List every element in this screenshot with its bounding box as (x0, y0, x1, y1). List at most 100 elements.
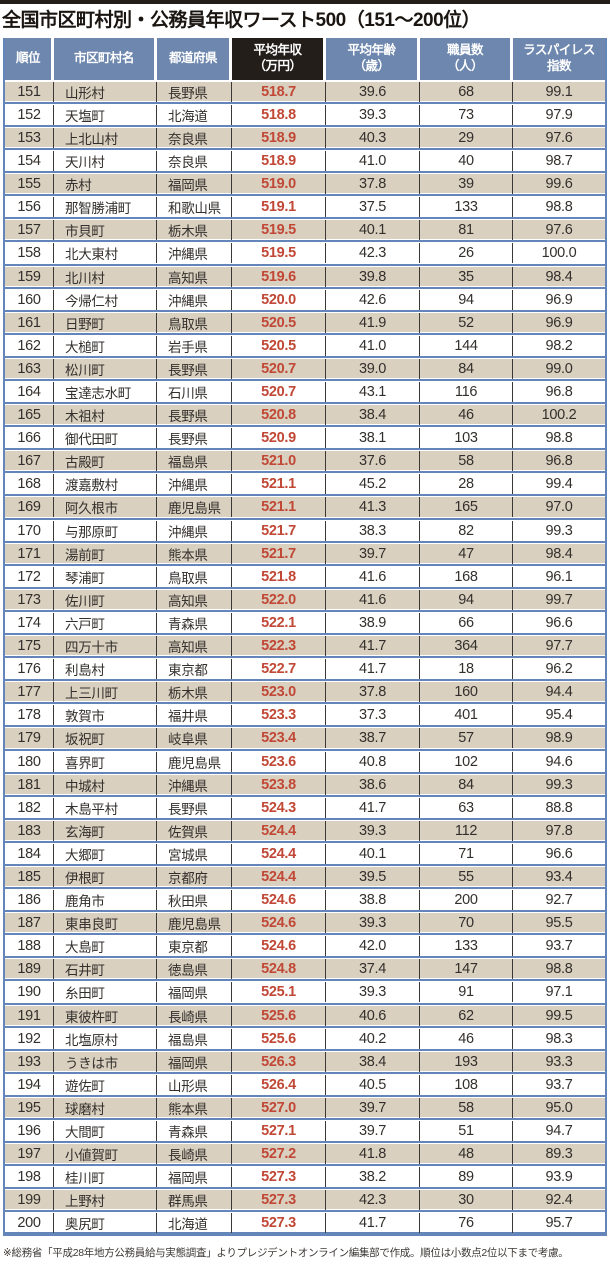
cell-income: 521.1 (232, 474, 326, 495)
cell-pref: 和歌山県 (157, 197, 232, 218)
cell-laspeyres: 89.3 (545, 1146, 573, 1163)
cell-income: 519.1 (232, 197, 326, 218)
row-divider (5, 1117, 605, 1122)
cell-income: 526.3 (232, 1051, 326, 1072)
cell-age: 41.7 (326, 797, 420, 818)
row-divider (5, 401, 605, 406)
cell-staff: 29 (420, 127, 513, 148)
cell-age: 41.0 (326, 335, 420, 356)
cell-laspeyres: 98.8 (545, 430, 573, 447)
row-divider (5, 955, 605, 960)
cell-rank: 178 (5, 705, 54, 726)
cell-age: 39.3 (326, 820, 420, 841)
cell-age: 43.1 (326, 382, 420, 403)
column-header-rank: 順位 (5, 37, 54, 80)
table-row: 167 古殿町 福島県 521.0 37.6 58 96.8 (5, 451, 605, 472)
cell-pref: 鹿児島県 (157, 751, 232, 772)
cell-income: 524.6 (232, 936, 326, 957)
cell-income: 524.6 (232, 913, 326, 934)
row-divider (5, 1047, 605, 1052)
row-divider (5, 724, 605, 729)
cell-laspeyres: 97.8 (545, 822, 573, 839)
row-divider (5, 170, 605, 175)
cell-name: 東彼杵町 (54, 1005, 157, 1026)
cell-pref: 徳島県 (157, 959, 232, 980)
table-row: 188 大島町 東京都 524.6 42.0 133 93.7 (5, 936, 605, 957)
table-row: 172 琴浦町 鳥取県 521.8 41.6 168 96.1 (5, 566, 605, 587)
cell-pref: 秋田県 (157, 890, 232, 911)
cell-laspeyres: 99.4 (545, 476, 573, 493)
cell-laspeyres: 96.9 (545, 314, 573, 331)
cell-rank: 186 (5, 890, 54, 911)
table-row: 173 佐川町 高知県 522.0 41.6 94 99.7 (5, 589, 605, 610)
cell-laspeyres: 93.9 (545, 1169, 573, 1186)
table-row: 174 六戸町 青森県 522.1 38.9 66 96.6 (5, 612, 605, 633)
cell-pref: 福岡県 (157, 174, 232, 195)
cell-staff: 200 (420, 890, 513, 911)
cell-name: 与那原町 (54, 520, 157, 541)
table-row: 175 四万十市 高知県 522.3 41.7 364 97.7 (5, 636, 605, 657)
cell-rank: 199 (5, 1190, 54, 1211)
cell-age: 37.4 (326, 959, 420, 980)
cell-laspeyres: 96.8 (545, 453, 573, 470)
cell-staff: 82 (420, 520, 513, 541)
cell-income: 527.3 (232, 1167, 326, 1188)
row-divider (5, 1093, 605, 1098)
cell-age: 40.5 (326, 1074, 420, 1095)
cell-name: 御代田町 (54, 428, 157, 449)
cell-pref: 鹿児島県 (157, 913, 232, 934)
cell-pref: 青森県 (157, 1121, 232, 1142)
cell-name: 大郷町 (54, 843, 157, 864)
cell-income: 519.6 (232, 266, 326, 287)
row-divider (5, 308, 605, 313)
cell-age: 39.7 (326, 1121, 420, 1142)
cell-rank: 200 (5, 1213, 54, 1234)
cell-pref: 沖縄県 (157, 289, 232, 310)
cell-income: 524.4 (232, 866, 326, 887)
table-row: 169 阿久根市 鹿児島県 521.1 41.3 165 97.0 (5, 497, 605, 518)
cell-income: 519.0 (232, 174, 326, 195)
table-row: 184 大郷町 宮城県 524.4 40.1 71 96.6 (5, 843, 605, 864)
cell-income: 519.5 (232, 243, 326, 264)
row-divider (5, 1070, 605, 1075)
cell-name: 大島町 (54, 936, 157, 957)
cell-rank: 152 (5, 104, 54, 125)
cell-staff: 63 (420, 797, 513, 818)
cell-staff: 102 (420, 751, 513, 772)
cell-income: 518.9 (232, 127, 326, 148)
column-header-prefecture: 都道府県 (157, 37, 232, 80)
table-row: 177 上三川町 栃木県 523.0 37.8 160 94.4 (5, 682, 605, 703)
cell-laspeyres: 98.8 (545, 961, 573, 978)
table-row: 162 大槌町 岩手県 520.5 41.0 144 98.2 (5, 335, 605, 356)
cell-age: 39.7 (326, 543, 420, 564)
cell-name: 松川町 (54, 358, 157, 379)
row-divider (5, 608, 605, 613)
cell-income: 519.5 (232, 220, 326, 241)
table-row: 152 天塩町 北海道 518.8 39.3 73 97.9 (5, 104, 605, 125)
cell-staff: 108 (420, 1074, 513, 1095)
cell-name: 木島平村 (54, 797, 157, 818)
cell-laspeyres: 93.7 (545, 938, 573, 955)
cell-name: 奥尻町 (54, 1213, 157, 1234)
cell-pref: 沖縄県 (157, 474, 232, 495)
cell-name: 古殿町 (54, 451, 157, 472)
cell-age: 38.1 (326, 428, 420, 449)
table-row: 182 木島平村 長野県 524.3 41.7 63 88.8 (5, 797, 605, 818)
cell-staff: 84 (420, 774, 513, 795)
table-row: 180 喜界町 鹿児島県 523.6 40.8 102 94.6 (5, 751, 605, 772)
table-row: 159 北川村 高知県 519.6 39.8 35 98.4 (5, 266, 605, 287)
cell-rank: 175 (5, 636, 54, 657)
cell-income: 524.3 (232, 797, 326, 818)
cell-pref: 北海道 (157, 104, 232, 125)
cell-name: 利島村 (54, 659, 157, 680)
cell-staff: 84 (420, 358, 513, 379)
cell-rank: 161 (5, 312, 54, 333)
cell-rank: 194 (5, 1074, 54, 1095)
cell-name: 四万十市 (54, 636, 157, 657)
cell-income: 527.1 (232, 1121, 326, 1142)
table-row: 158 北大東村 沖縄県 519.5 42.3 26 100.0 (5, 243, 605, 264)
cell-rank: 169 (5, 497, 54, 518)
cell-laspeyres: 97.6 (545, 129, 573, 146)
cell-rank: 167 (5, 451, 54, 472)
cell-income: 523.4 (232, 728, 326, 749)
